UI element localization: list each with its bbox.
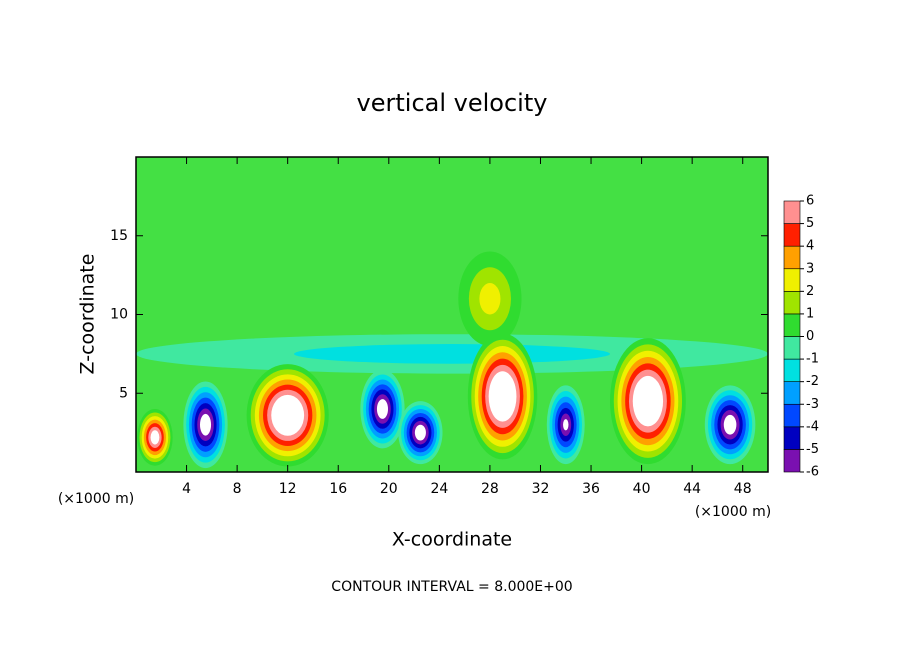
x-tick-label: 36 <box>582 481 600 497</box>
colorbar-label: -3 <box>806 397 819 412</box>
field-core <box>726 419 734 430</box>
field-core <box>202 419 209 431</box>
colorbar-swatch <box>783 358 801 382</box>
field-core <box>417 428 424 437</box>
axes: 4 8 12 16 20 24 28 32 36 40 44 4851015-6-5-4-3-2-10… <box>110 157 819 497</box>
colorbar-label: -1 <box>806 352 819 367</box>
field-core <box>563 419 569 431</box>
x-axis-label: X-coordinate <box>392 529 512 551</box>
x-tick-label: 28 <box>481 481 499 497</box>
field-core <box>499 390 507 403</box>
field-core <box>644 394 652 408</box>
colorbar-label: 5 <box>806 216 814 231</box>
y-tick-label: 10 <box>110 307 128 323</box>
x-tick-label: 40 <box>633 481 651 497</box>
x-tick-label: 48 <box>734 481 752 497</box>
y-tick-label: 15 <box>110 228 128 244</box>
x-tick-label: 20 <box>380 481 398 497</box>
colorbar-swatch <box>783 223 801 247</box>
y-tick-label: 5 <box>119 385 128 401</box>
colorbar-label: -2 <box>806 374 819 389</box>
contour-note: CONTOUR INTERVAL = 8.000E+00 <box>331 579 572 595</box>
colorbar-swatch <box>783 403 801 428</box>
x-unit-label: (×1000 m) <box>58 491 134 507</box>
colorbar-label: 6 <box>806 194 814 209</box>
field-core <box>379 404 386 414</box>
colorbar-swatch <box>783 291 801 315</box>
x-tick-label: 16 <box>329 481 347 497</box>
x-tick-label: 44 <box>683 481 701 497</box>
chart-title: vertical velocity <box>357 89 548 117</box>
colorbar-label: 1 <box>806 306 814 321</box>
colorbar-swatch <box>783 449 801 473</box>
plot-frame <box>135 156 769 473</box>
field-core <box>152 433 158 441</box>
x-unit-label: (×1000 m) <box>695 504 771 520</box>
colorbar-swatch <box>783 381 801 405</box>
field-core <box>479 283 501 315</box>
x-tick-label: 32 <box>532 481 550 497</box>
colorbar-label: 2 <box>806 284 814 299</box>
colorbar-swatch <box>783 268 801 292</box>
colorbar-label: 4 <box>806 239 814 254</box>
colorbar-label: -6 <box>806 465 819 480</box>
x-tick-label: 12 <box>279 481 297 497</box>
x-tick-label: 24 <box>430 481 448 497</box>
colorbar-swatch <box>783 313 801 337</box>
colorbar-swatch <box>783 245 801 270</box>
colorbar-swatch <box>783 200 801 224</box>
colorbar-label: 0 <box>806 329 814 344</box>
colorbar-label: -4 <box>806 419 819 434</box>
colorbar-label: -5 <box>806 442 819 457</box>
field-core <box>283 410 292 421</box>
field <box>136 251 768 469</box>
colorbar-swatch <box>783 426 801 450</box>
colorbar-label: 3 <box>806 261 814 276</box>
field-core <box>294 344 610 364</box>
y-axis-label: Z-coordinate <box>77 254 99 375</box>
colorbar-swatch <box>783 336 801 360</box>
x-tick-label: 4 <box>182 481 191 497</box>
x-tick-label: 8 <box>233 481 242 497</box>
